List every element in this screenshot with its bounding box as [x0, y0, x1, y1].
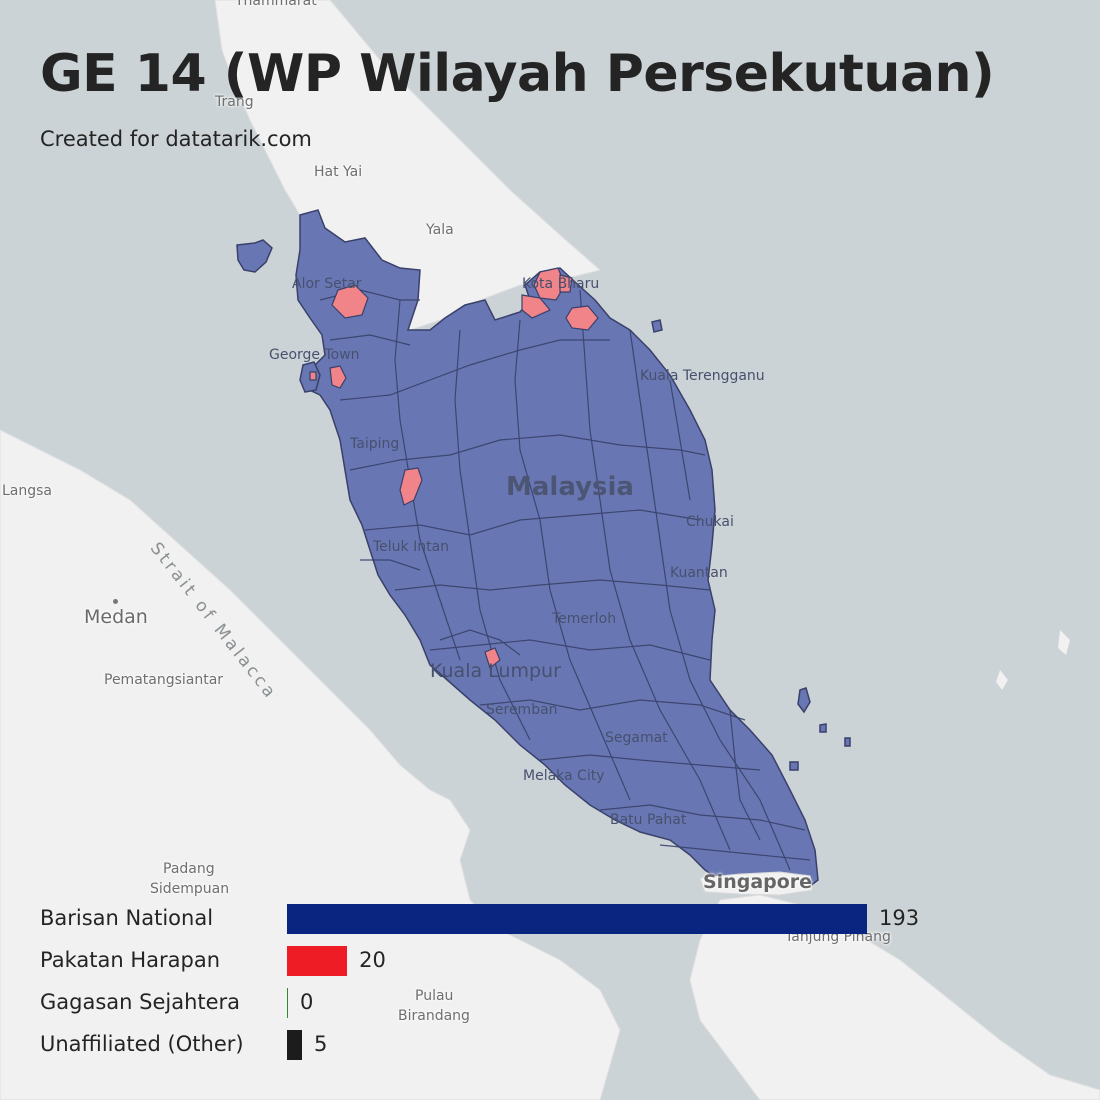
map-label-langsa: Langsa: [2, 483, 53, 499]
island-redang: [651, 319, 663, 333]
map-label-chukai: Chukai: [686, 514, 734, 530]
map-label-teluk-intan: Teluk Intan: [373, 539, 450, 555]
bar-label: Pakatan Harapan: [40, 948, 221, 972]
bar-mark: [287, 946, 348, 976]
map-label-segamat: Segamat: [605, 730, 668, 746]
map-label-yala: Yala: [426, 222, 454, 238]
pakatan-area-kelantan-south: [565, 305, 599, 331]
land-thailand: [214, 0, 602, 331]
pakatan-area-ipoh: [399, 467, 423, 506]
pakatan-area-kedah: [331, 284, 369, 319]
island-tioman: [797, 687, 811, 714]
land-east-island: [1058, 630, 1070, 655]
medan-dot: [113, 599, 118, 604]
map-label-pematangsiantar: Pematangsiantar: [104, 672, 224, 688]
pakatan-area-kota-bharu-1: [533, 267, 566, 301]
constituency-areas-pakatan: [309, 267, 599, 670]
seat-bar-chart: Barisan National 193 Pakatan Harapan 20 Gaga…: [40, 898, 1040, 1068]
map-label-singapore: Singapore: [703, 871, 813, 893]
map-label-kuala-terengganu-text: Kuala Terengganu: [640, 368, 765, 384]
map-label-hat-yai: Hat Yai: [314, 164, 363, 180]
map-label-malaysia: Malaysia: [506, 472, 634, 502]
bar-mark: [287, 1030, 303, 1060]
bar-label: Barisan National: [40, 906, 214, 930]
constituency-area-barisan: [295, 209, 819, 891]
island-small-3: [789, 761, 799, 771]
bar-row: Pakatan Harapan 20: [40, 940, 1040, 982]
pakatan-area-kl: [484, 647, 501, 670]
bar-value-label: 20: [359, 948, 386, 972]
map-label-taiping: Taiping: [350, 436, 400, 452]
land-singapore: [699, 871, 813, 896]
island-small-2: [844, 737, 851, 747]
pakatan-area-kota-bharu-2: [521, 294, 551, 319]
map-label-kuala-lumpur: Kuala Lumpur: [430, 660, 561, 682]
map-label-birandang: Birandang: [398, 1008, 470, 1024]
island-langkawi: [236, 239, 273, 273]
pakatan-area-kota-bharu-3: [559, 274, 573, 293]
map-label-thammarat: Thammarat: [235, 0, 317, 9]
bar-label: Unaffiliated (Other): [40, 1032, 244, 1056]
map-label-trang: Trang: [215, 94, 254, 110]
pakatan-area-penang: [329, 365, 347, 389]
land-east-island-2: [996, 670, 1008, 690]
island-small-1: [819, 723, 827, 733]
constituency-boundaries: [319, 289, 811, 871]
bar-value-label: 193: [879, 906, 920, 930]
page-title: GE 14 (WP Wilayah Persekutuan): [40, 44, 995, 104]
map-label-temerloh: Temerloh: [552, 611, 617, 627]
map-label-sidempuan: Sidempuan: [150, 881, 230, 897]
map-label-batu-pahat: Batu Pahat: [610, 812, 687, 828]
bar-row: Gagasan Sejahtera 0: [40, 982, 1040, 1024]
map-label-padang: Padang: [163, 861, 215, 877]
map-label-kuantan: Kuantan: [670, 565, 728, 581]
bar-value-label: 0: [300, 990, 314, 1014]
map-label-medan: Medan: [84, 606, 148, 628]
map-label-seremban: Seremban: [486, 702, 558, 718]
map-label-kota-bharu: Kota Bharu: [522, 276, 600, 292]
bar-mark: [287, 904, 867, 934]
pakatan-area-penang-island: [309, 371, 317, 381]
map-label-pulau: Pulau: [415, 988, 454, 1004]
bar-mark: [287, 988, 288, 1018]
bar-label: Gagasan Sejahtera: [40, 990, 241, 1014]
map-label-alor-setar: Alor Setar: [292, 276, 362, 292]
page-subtitle: Created for datatarik.com: [40, 127, 312, 151]
map-label-melaka: Melaka City: [523, 768, 605, 784]
bar-row: Unaffiliated (Other) 5: [40, 1024, 1040, 1066]
bar-value-label: 5: [314, 1032, 328, 1056]
map-label-kuala-terengganu: Kuala Terengganu: [640, 367, 765, 385]
map-label-george-town: George Town: [269, 347, 360, 363]
bar-row: Barisan National 193: [40, 898, 1040, 940]
